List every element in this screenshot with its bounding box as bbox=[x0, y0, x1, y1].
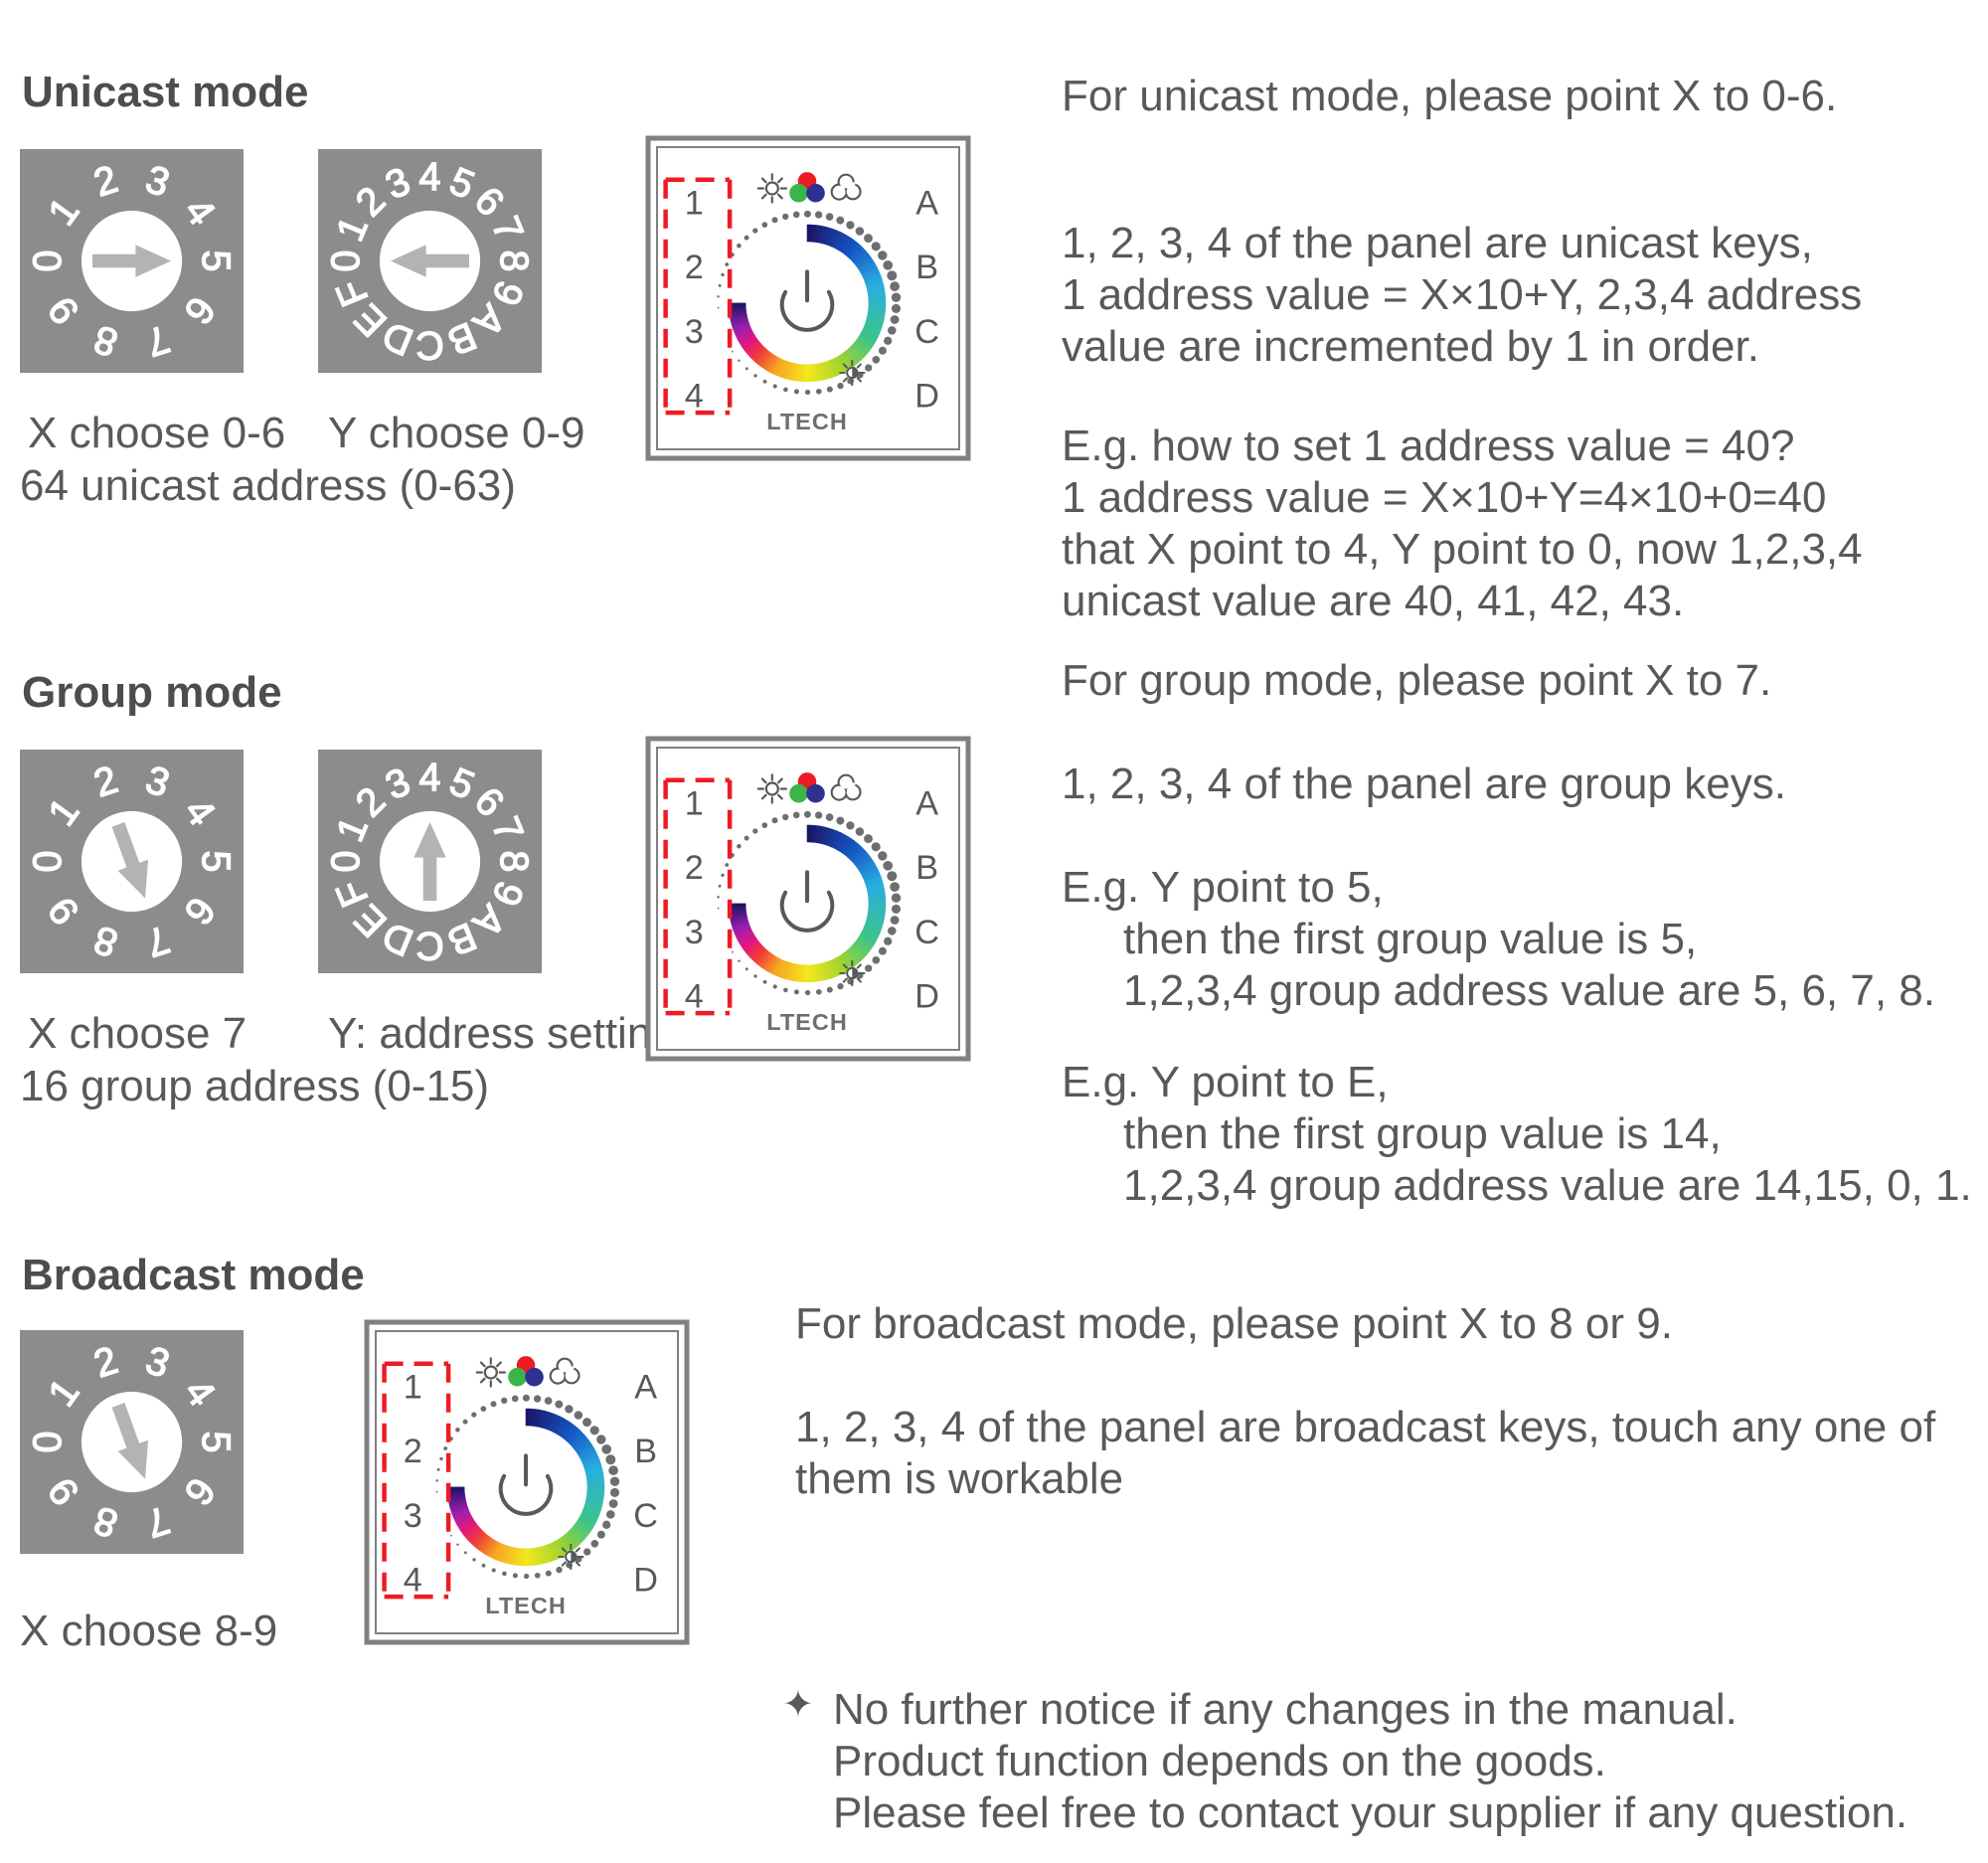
svg-text:LTECH: LTECH bbox=[766, 1009, 848, 1035]
svg-text:B: B bbox=[915, 849, 938, 887]
svg-text:2: 2 bbox=[685, 849, 704, 887]
svg-text:8: 8 bbox=[492, 251, 536, 272]
svg-text:0: 0 bbox=[324, 251, 368, 272]
svg-text:C: C bbox=[415, 924, 443, 967]
svg-text:C: C bbox=[415, 323, 443, 367]
svg-text:8: 8 bbox=[492, 851, 536, 873]
svg-text:0: 0 bbox=[26, 251, 70, 272]
svg-text:4: 4 bbox=[685, 378, 704, 416]
svg-text:0: 0 bbox=[26, 851, 70, 873]
svg-text:A: A bbox=[915, 185, 938, 223]
svg-text:D: D bbox=[914, 978, 939, 1016]
svg-text:4: 4 bbox=[685, 978, 704, 1016]
svg-text:2: 2 bbox=[404, 1433, 422, 1470]
svg-text:A: A bbox=[915, 785, 938, 823]
svg-text:0: 0 bbox=[324, 851, 368, 873]
svg-text:5: 5 bbox=[194, 1432, 238, 1453]
svg-text:3: 3 bbox=[685, 313, 704, 351]
svg-text:D: D bbox=[914, 378, 939, 416]
svg-text:LTECH: LTECH bbox=[766, 409, 848, 434]
svg-text:D: D bbox=[633, 1562, 658, 1600]
svg-text:3: 3 bbox=[685, 914, 704, 951]
svg-text:1: 1 bbox=[404, 1369, 422, 1407]
svg-text:4: 4 bbox=[419, 756, 441, 799]
svg-text:1: 1 bbox=[685, 185, 704, 223]
svg-text:2: 2 bbox=[685, 249, 704, 286]
svg-text:B: B bbox=[915, 249, 938, 286]
svg-text:A: A bbox=[634, 1369, 657, 1407]
svg-text:C: C bbox=[914, 313, 939, 351]
svg-text:5: 5 bbox=[194, 251, 238, 272]
svg-text:1: 1 bbox=[685, 785, 704, 823]
svg-text:4: 4 bbox=[419, 155, 441, 199]
svg-text:B: B bbox=[634, 1433, 657, 1470]
svg-text:LTECH: LTECH bbox=[485, 1593, 567, 1618]
svg-text:C: C bbox=[914, 914, 939, 951]
svg-text:0: 0 bbox=[26, 1432, 70, 1453]
svg-text:C: C bbox=[633, 1497, 658, 1535]
svg-text:5: 5 bbox=[194, 851, 238, 873]
svg-text:4: 4 bbox=[404, 1562, 422, 1600]
svg-text:3: 3 bbox=[404, 1497, 422, 1535]
